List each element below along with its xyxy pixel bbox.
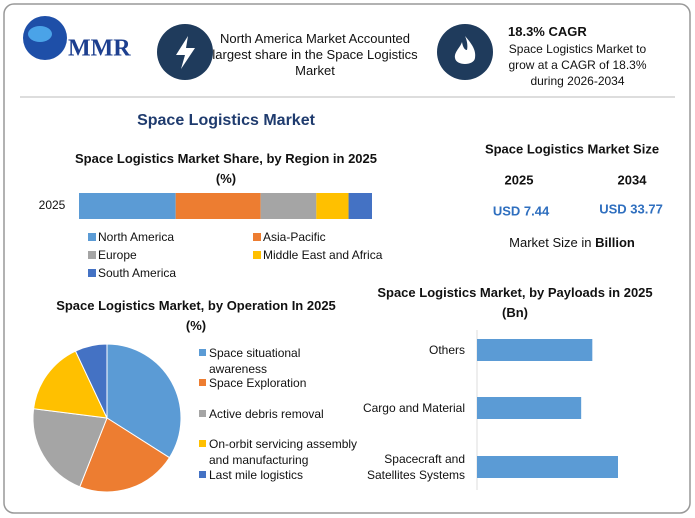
cagr-text: Space Logistics Market to grow at a CAGR… (508, 42, 647, 88)
legend-swatch (253, 251, 261, 259)
bar-segment (316, 193, 349, 219)
size-year: 2025 (505, 172, 534, 187)
y-tick-label: 2025 (39, 198, 66, 212)
size-title: Space Logistics Market Size (485, 141, 659, 156)
cagr-title: 18.3% CAGR (508, 24, 587, 39)
legend-swatch (88, 233, 96, 241)
legend-swatch (88, 251, 96, 259)
y-tick-label: Cargo and Material (362, 401, 465, 415)
size-note-text: Market Size in (509, 235, 595, 250)
bolt-shape (176, 36, 195, 69)
logo-text: MMR (68, 36, 131, 62)
bar (477, 397, 582, 419)
legend-label: Space situational awareness (209, 346, 301, 376)
frame (3, 3, 691, 514)
legend-label: South America (98, 266, 176, 280)
logo-land (28, 26, 52, 42)
legend-label: Space Exploration (209, 376, 307, 390)
size-note-unit: Billion (595, 235, 635, 250)
bar-segment (348, 193, 372, 219)
chart-title: Space Logistics Market, by Operation In … (56, 298, 336, 333)
legend-swatch (199, 440, 206, 447)
legend-swatch (199, 349, 206, 356)
legend-swatch (199, 471, 206, 478)
highlight-text: North America Market Accounted largest s… (212, 31, 418, 78)
size-value: USD 7.44 (493, 203, 550, 218)
chart-title: Space Logistics Market, by Payloads in 2… (377, 285, 653, 320)
bar-segment (175, 193, 261, 219)
legend-label: Active debris removal (209, 407, 324, 421)
bar-segment (260, 193, 317, 219)
legend-swatch (199, 379, 206, 386)
legend-swatch (199, 410, 206, 417)
legend-label: On-orbit servicing assembly and manufact… (209, 437, 358, 467)
legend-label: North America (98, 230, 174, 244)
legend-label: Middle East and Africa (263, 248, 383, 262)
pie-slice (33, 350, 108, 419)
legend-swatch (253, 233, 261, 241)
y-tick-label: Others (428, 343, 465, 357)
pie-slice (32, 408, 108, 488)
legend-label: Europe (98, 248, 137, 262)
bar (477, 456, 618, 478)
pie-slice (74, 343, 108, 419)
legend-label: Last mile logistics (209, 468, 304, 482)
size-value: USD 33.77 (599, 201, 663, 216)
size-year: 2034 (618, 172, 648, 187)
legend-swatch (88, 269, 96, 277)
size-note: Market Size in Billion (509, 235, 635, 250)
bar (477, 339, 593, 361)
chart-title: Space Logistics Market Share, by Region … (75, 151, 377, 186)
bar-segment (79, 193, 176, 219)
flame-shape (454, 36, 476, 64)
main-title: Space Logistics Market (137, 112, 316, 129)
legend-label: Asia-Pacific (263, 230, 326, 244)
y-tick-label: Spacecraft and Satellites Systems (366, 452, 465, 482)
pie-slice (79, 417, 171, 493)
